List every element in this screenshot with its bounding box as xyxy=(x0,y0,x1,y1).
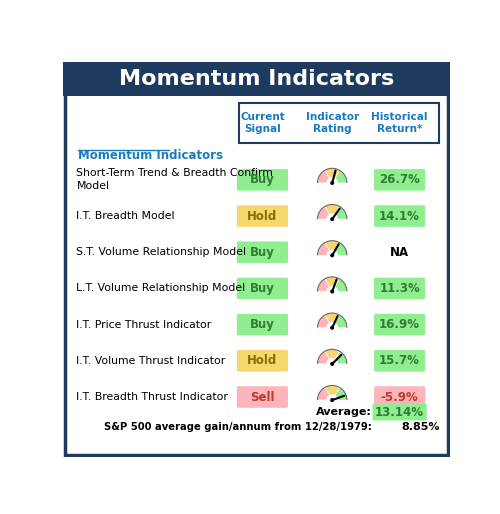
Text: Current
Signal: Current Signal xyxy=(240,112,285,135)
Text: S&P 500 average gain/annum from 12/28/1979:: S&P 500 average gain/annum from 12/28/19… xyxy=(104,423,372,432)
Wedge shape xyxy=(318,351,332,364)
Circle shape xyxy=(327,214,338,224)
Text: Buy: Buy xyxy=(250,282,275,295)
Circle shape xyxy=(331,254,334,256)
Circle shape xyxy=(327,359,338,369)
FancyBboxPatch shape xyxy=(372,403,427,420)
Circle shape xyxy=(331,290,334,293)
Circle shape xyxy=(331,181,334,185)
Circle shape xyxy=(331,326,334,329)
Text: -5.9%: -5.9% xyxy=(381,391,418,403)
FancyBboxPatch shape xyxy=(374,350,425,372)
Circle shape xyxy=(331,399,334,401)
Wedge shape xyxy=(318,279,332,291)
Text: S.T. Volume Relationship Model: S.T. Volume Relationship Model xyxy=(76,247,246,257)
Text: 14.1%: 14.1% xyxy=(379,210,420,223)
FancyBboxPatch shape xyxy=(62,62,450,96)
Text: NA: NA xyxy=(390,246,409,259)
Wedge shape xyxy=(325,350,340,364)
Wedge shape xyxy=(325,386,340,400)
FancyBboxPatch shape xyxy=(237,386,288,408)
Wedge shape xyxy=(318,315,332,328)
Wedge shape xyxy=(318,388,332,400)
Wedge shape xyxy=(332,243,347,255)
FancyBboxPatch shape xyxy=(237,242,288,263)
Wedge shape xyxy=(332,170,347,183)
Text: 26.7%: 26.7% xyxy=(379,173,420,187)
Wedge shape xyxy=(332,315,347,328)
FancyBboxPatch shape xyxy=(239,103,439,143)
Text: Hold: Hold xyxy=(248,354,278,368)
Text: I.T. Breadth Model: I.T. Breadth Model xyxy=(76,211,175,221)
FancyBboxPatch shape xyxy=(237,350,288,372)
Text: I.T. Volume Thrust Indicator: I.T. Volume Thrust Indicator xyxy=(76,356,226,366)
FancyBboxPatch shape xyxy=(374,386,425,408)
FancyBboxPatch shape xyxy=(374,314,425,336)
Wedge shape xyxy=(325,313,340,328)
Circle shape xyxy=(327,286,338,297)
FancyBboxPatch shape xyxy=(237,205,288,227)
Text: 15.7%: 15.7% xyxy=(379,354,420,368)
Wedge shape xyxy=(318,243,332,255)
Text: Momentum Indicators: Momentum Indicators xyxy=(118,69,394,88)
Circle shape xyxy=(327,323,338,333)
FancyBboxPatch shape xyxy=(237,169,288,191)
Wedge shape xyxy=(332,351,347,364)
Circle shape xyxy=(331,362,334,365)
Text: Momentum Indicators: Momentum Indicators xyxy=(78,150,223,162)
Circle shape xyxy=(331,218,334,221)
Text: I.T. Breadth Thrust Indicator: I.T. Breadth Thrust Indicator xyxy=(76,392,229,402)
Text: 16.9%: 16.9% xyxy=(379,318,420,331)
FancyBboxPatch shape xyxy=(374,205,425,227)
Wedge shape xyxy=(332,207,347,219)
Wedge shape xyxy=(318,170,332,183)
Text: L.T. Volume Relationship Model: L.T. Volume Relationship Model xyxy=(76,283,245,293)
Text: Short-Term Trend & Breadth Confirm
Model: Short-Term Trend & Breadth Confirm Model xyxy=(76,168,274,192)
Wedge shape xyxy=(325,241,340,255)
Circle shape xyxy=(327,178,338,188)
Wedge shape xyxy=(318,207,332,219)
Text: Sell: Sell xyxy=(250,391,274,403)
FancyBboxPatch shape xyxy=(237,278,288,299)
Text: 13.14%: 13.14% xyxy=(375,406,424,418)
Text: Buy: Buy xyxy=(250,173,275,187)
Text: I.T. Price Thrust Indicator: I.T. Price Thrust Indicator xyxy=(76,320,212,329)
FancyBboxPatch shape xyxy=(237,314,288,336)
Wedge shape xyxy=(325,205,340,219)
Circle shape xyxy=(327,250,338,261)
Text: Hold: Hold xyxy=(248,210,278,223)
Wedge shape xyxy=(332,388,347,400)
Wedge shape xyxy=(325,168,340,183)
Text: Average:: Average: xyxy=(316,407,372,417)
Circle shape xyxy=(327,395,338,405)
Text: Indicator
Rating: Indicator Rating xyxy=(306,112,359,135)
FancyBboxPatch shape xyxy=(374,278,425,299)
Text: Buy: Buy xyxy=(250,318,275,331)
Text: 11.3%: 11.3% xyxy=(380,282,420,295)
Wedge shape xyxy=(332,279,347,291)
FancyBboxPatch shape xyxy=(374,169,425,191)
Text: Buy: Buy xyxy=(250,246,275,259)
Text: Historical
Return*: Historical Return* xyxy=(372,112,428,135)
Text: 8.85%: 8.85% xyxy=(401,423,440,432)
Wedge shape xyxy=(325,277,340,291)
